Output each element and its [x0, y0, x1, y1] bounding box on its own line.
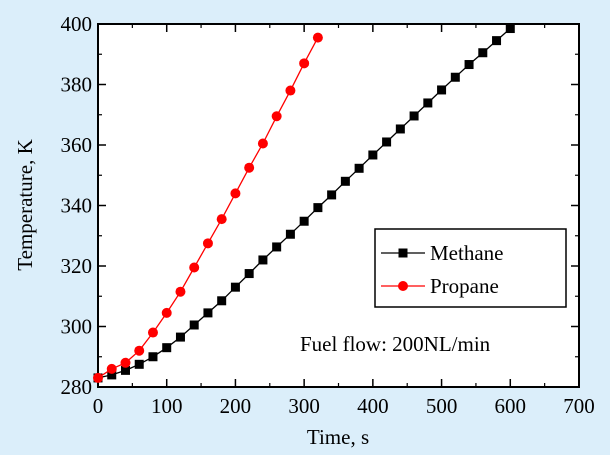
y-tick-label: 400	[61, 12, 93, 36]
x-tick-label: 0	[93, 394, 104, 418]
methane-point	[368, 150, 378, 160]
methane-series	[93, 24, 515, 383]
legend: Methane Propane	[374, 228, 567, 308]
plot-area	[97, 23, 580, 388]
x-tick-label: 500	[426, 394, 458, 418]
y-tick-label: 280	[61, 375, 93, 399]
x-tick-label: 700	[563, 394, 595, 418]
axes: 0 100 200 300 400 500 600 700 280 300 320 340 360 380…	[61, 12, 595, 418]
methane-point	[120, 365, 130, 375]
y-tick-label: 300	[61, 315, 93, 339]
propane-point	[93, 372, 103, 383]
propane-point	[271, 111, 282, 122]
propane-point	[244, 162, 255, 173]
methane-point	[107, 370, 117, 380]
methane-point	[299, 216, 309, 226]
propane-point	[161, 307, 172, 318]
x-tick-label: 300	[288, 394, 320, 418]
methane-point	[175, 332, 185, 342]
legend-methane-marker	[398, 248, 408, 258]
propane-point	[189, 262, 200, 273]
methane-point	[354, 163, 364, 173]
propane-point	[147, 327, 158, 338]
y-tick-label: 320	[61, 254, 93, 278]
propane-point	[299, 58, 310, 69]
methane-point	[189, 320, 199, 330]
methane-point	[148, 352, 158, 362]
methane-point	[450, 72, 460, 82]
propane-point	[257, 138, 268, 149]
methane-point	[409, 111, 419, 121]
x-tick-label: 600	[495, 394, 527, 418]
propane-point	[134, 345, 145, 356]
legend-propane-label: Propane	[430, 274, 499, 298]
methane-point	[340, 176, 350, 186]
propane-point	[312, 32, 323, 43]
methane-point	[285, 229, 295, 239]
legend-box	[374, 228, 567, 308]
fuel-flow-annotation: Fuel flow: 200NL/min	[300, 332, 491, 356]
propane-point	[120, 357, 131, 368]
methane-point	[437, 85, 447, 95]
methane-point	[313, 203, 323, 213]
propane-point	[175, 286, 186, 297]
methane-point	[505, 24, 515, 34]
y-axis-title: Temperature, K	[13, 139, 37, 270]
methane-point	[162, 343, 172, 353]
methane-point	[258, 255, 268, 265]
methane-point	[478, 48, 488, 58]
propane-point	[216, 214, 227, 225]
x-axis-title: Time, s	[307, 425, 369, 449]
methane-point	[423, 98, 433, 108]
propane-series	[93, 32, 323, 383]
propane-point	[202, 238, 213, 249]
methane-point	[272, 242, 282, 252]
methane-point	[230, 282, 240, 292]
methane-point	[492, 36, 502, 46]
x-tick-label: 100	[151, 394, 183, 418]
y-tick-label: 360	[61, 133, 93, 157]
methane-point	[203, 308, 213, 318]
legend-items: Methane Propane	[381, 241, 503, 298]
methane-point	[395, 124, 405, 134]
x-tick-label: 200	[220, 394, 252, 418]
methane-point	[327, 190, 337, 200]
y-tick-label: 340	[61, 194, 93, 218]
x-tick-label: 400	[357, 394, 389, 418]
propane-point	[285, 85, 296, 96]
series-layer	[93, 24, 515, 383]
methane-point	[217, 296, 227, 306]
legend-methane-label: Methane	[430, 241, 503, 265]
methane-point	[134, 359, 144, 369]
legend-propane-marker	[398, 281, 408, 291]
propane-point	[230, 188, 241, 199]
y-tick-label: 380	[61, 73, 93, 97]
methane-point	[382, 137, 392, 147]
methane-point	[464, 60, 474, 70]
propane-point	[106, 363, 117, 374]
methane-point	[244, 269, 254, 279]
